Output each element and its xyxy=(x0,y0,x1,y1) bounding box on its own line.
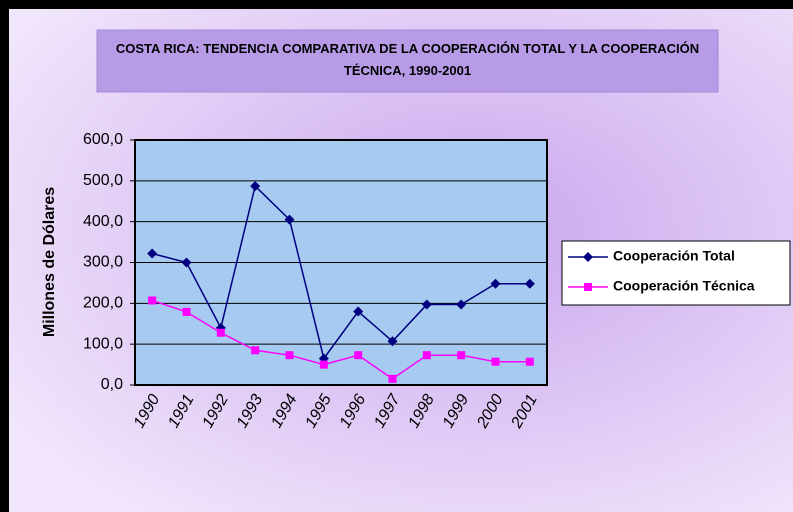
marker xyxy=(421,299,432,310)
marker xyxy=(181,257,192,268)
marker xyxy=(457,351,466,360)
marker xyxy=(147,248,158,259)
marker xyxy=(284,214,295,225)
marker xyxy=(353,306,364,317)
y-axis-label: Millones de Dólares xyxy=(41,187,58,337)
legend-label: Cooperación Total xyxy=(613,248,735,264)
marker xyxy=(354,351,363,360)
marker xyxy=(216,328,225,337)
frame-top xyxy=(0,0,793,9)
marker xyxy=(388,374,397,383)
marker xyxy=(148,296,157,305)
y-tick-label: 500,0 xyxy=(83,172,123,189)
title-box xyxy=(96,29,719,93)
marker xyxy=(251,346,260,355)
frame-left xyxy=(0,0,9,512)
marker xyxy=(525,357,534,366)
marker xyxy=(524,278,535,289)
y-tick-label: 600,0 xyxy=(83,131,123,148)
marker xyxy=(584,283,592,291)
marker xyxy=(456,299,467,310)
marker xyxy=(285,351,294,360)
marker xyxy=(422,351,431,360)
y-tick-label: 100,0 xyxy=(83,335,123,352)
title-wrap: COSTA RICA: TENDENCIA COMPARATIVA DE LA … xyxy=(115,41,700,78)
y-tick-label: 400,0 xyxy=(83,213,123,230)
y-tick-label: 200,0 xyxy=(83,295,123,312)
marker xyxy=(250,181,261,192)
y-tick-label: 0,0 xyxy=(101,376,123,393)
y-tick-label: 300,0 xyxy=(83,254,123,271)
legend-label: Cooperación Técnica xyxy=(613,278,755,294)
series-line xyxy=(151,184,530,361)
legend xyxy=(561,240,791,306)
chart-title: COSTA RICA: TENDENCIA COMPARATIVA DE LA … xyxy=(115,41,700,78)
marker xyxy=(387,336,398,347)
marker xyxy=(319,360,328,369)
series-line xyxy=(151,299,530,380)
marker xyxy=(491,357,500,366)
marker xyxy=(182,307,191,316)
marker xyxy=(583,252,593,262)
marker xyxy=(490,278,501,289)
